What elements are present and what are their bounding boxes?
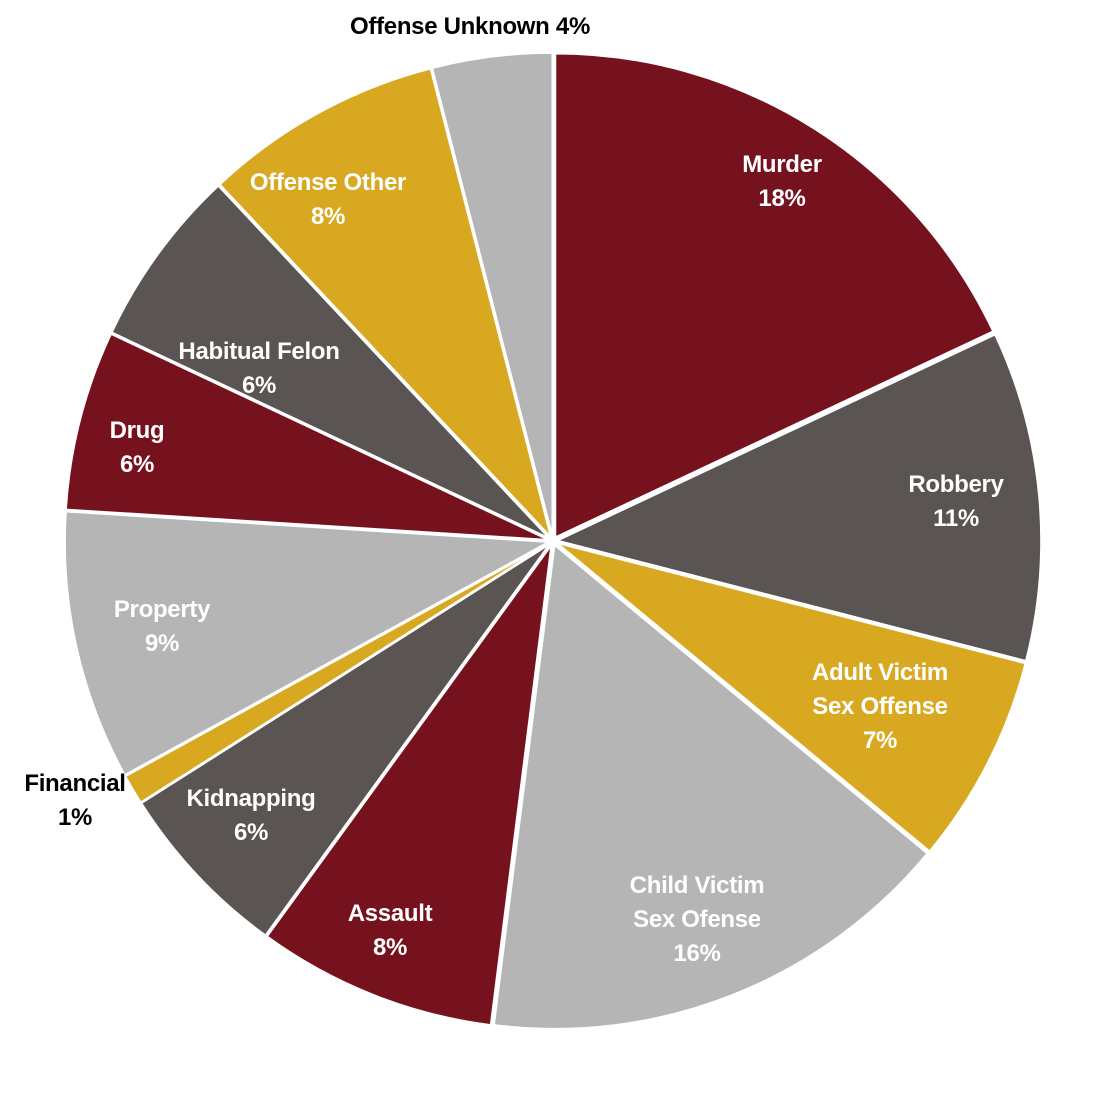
slice-label-drug: Drug 6%	[110, 417, 165, 478]
slice-label-line: 6%	[120, 451, 154, 478]
slice-label-line: 11%	[933, 505, 979, 532]
slice-label-line: Assault	[348, 900, 433, 927]
pie-slice-assault	[265, 544, 553, 1027]
slice-label-murder: Murder 18%	[742, 151, 822, 212]
pie-slice-child-victim-sex-ofense	[492, 542, 929, 1030]
slice-label-line: 6%	[242, 372, 276, 399]
pie-slice-property	[63, 510, 553, 777]
labels-layer: Murder 18% Robbery 11% Adult Victim Sex Offen…	[24, 13, 1005, 967]
slice-label-line: Financial	[24, 770, 125, 797]
pie-slice-adult-victim-sex-offense	[556, 541, 1027, 853]
slices-layer	[63, 51, 1043, 1030]
slice-label-line: Habitual Felon	[178, 338, 339, 365]
slice-label-line: Kidnapping	[187, 785, 316, 812]
slice-label-property: Property 9%	[114, 596, 211, 657]
slice-label-line: Adult Victim	[812, 659, 948, 686]
slice-label-adult-victim-sex-offense: Adult Victim Sex Offense 7%	[812, 659, 948, 754]
pie-slice-offense-unknown	[430, 51, 554, 538]
pie-slice-financial	[123, 542, 550, 804]
slice-label-child-victim-sex-ofense: Child Victim Sex Ofense 16%	[630, 872, 765, 967]
slice-label-line: 18%	[758, 185, 805, 212]
pie-slice-robbery	[554, 333, 1043, 663]
slice-label-line: Property	[114, 596, 211, 623]
pie-slice-habitual-felon	[110, 184, 551, 540]
pie-slice-murder	[554, 52, 995, 540]
pie-slice-kidnapping	[139, 543, 551, 937]
slice-label-line: Drug	[110, 417, 165, 444]
slice-label-line: Child Victim	[630, 872, 765, 899]
slice-label-line: 7%	[863, 727, 897, 754]
slice-label-line: 1%	[58, 804, 92, 831]
slice-label-offense-other: Offense Other 8%	[250, 169, 406, 230]
slice-label-line: Sex Offense	[812, 693, 947, 720]
pie-slice-offense-other	[218, 67, 552, 539]
slice-label-line: Sex Ofense	[633, 906, 761, 933]
slice-label-robbery: Robbery 11%	[908, 471, 1004, 532]
slice-label-line: 9%	[145, 630, 179, 657]
slice-label-line: 16%	[673, 940, 720, 967]
slice-label-line: Offense Other	[250, 169, 406, 196]
slice-label-line: 8%	[311, 203, 345, 230]
slice-label-assault: Assault 8%	[348, 900, 433, 961]
slice-label-line: 8%	[373, 934, 407, 961]
slice-label-line: Robbery	[908, 471, 1004, 498]
slice-label-offense-unknown: Offense Unknown 4%	[350, 13, 590, 40]
slice-label-financial: Financial 1%	[24, 770, 125, 831]
slice-label-line: Murder	[742, 151, 822, 178]
slice-label-kidnapping: Kidnapping 6%	[187, 785, 316, 846]
slice-label-habitual-felon: Habitual Felon 6%	[178, 338, 339, 399]
pie-slice-drug	[64, 332, 550, 541]
slice-label-line: Offense Unknown 4%	[350, 13, 590, 40]
slice-label-line: 6%	[234, 819, 268, 846]
